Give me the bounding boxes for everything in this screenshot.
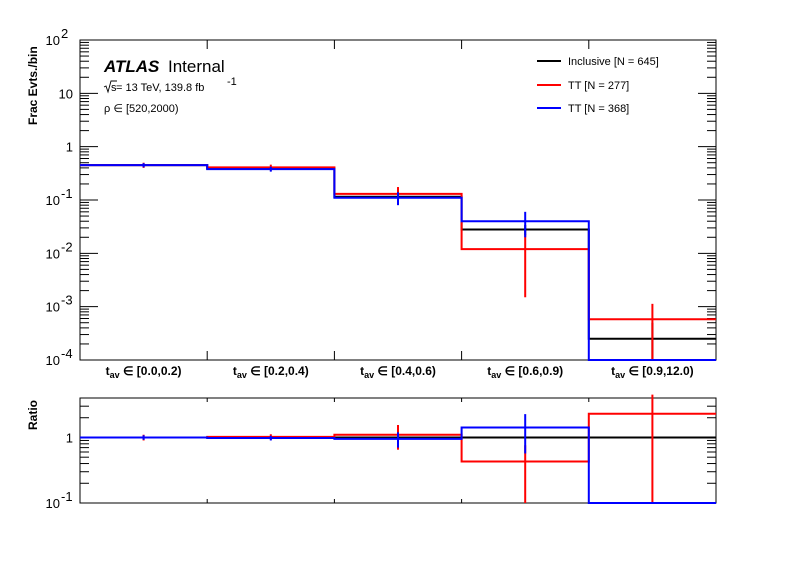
y-tick-label-exponent: -1 <box>61 489 73 504</box>
x-category-label: tav ∈ [0.4,0.6) <box>360 364 436 380</box>
y-tick-label: 1 <box>66 140 73 155</box>
y-tick-label-base: 10 <box>46 193 60 208</box>
y-tick-label-exponent: -4 <box>61 346 73 361</box>
y-tick-label: 10 -1 <box>46 489 73 511</box>
main-series-group <box>80 162 716 361</box>
y-tick-label-base: 1 <box>66 430 73 445</box>
main-y-axis-title: Frac Evts./bin <box>26 46 40 125</box>
energy-lumi-label: s = 13 TeV, 139.8 fb -1 <box>103 76 237 94</box>
x-category-labels: tav ∈ [0.0,0.2) tav ∈ [0.2,0.4) tav ∈ [0.4… <box>106 364 694 380</box>
ratio-y-axis-title: Ratio <box>26 400 40 430</box>
y-tick-label: 10 -4 <box>46 346 73 368</box>
ratio-series-1 <box>80 394 716 503</box>
y-tick-label: 10 -2 <box>46 239 73 261</box>
x-category-label: tav ∈ [0.2,0.4) <box>233 364 309 380</box>
energy-text: = 13 TeV, 139.8 fb <box>116 82 204 94</box>
y-tick-label: 1 <box>66 430 73 445</box>
main-y-axis-ticks <box>80 39 716 361</box>
ratio-plot-frame <box>79 397 717 504</box>
y-tick-label: 10 <box>59 86 73 101</box>
y-tick-label-base: 10 <box>59 86 73 101</box>
x-category-label: tav ∈ [0.9,12.0) <box>611 364 694 380</box>
y-tick-label-exponent: -2 <box>61 239 73 254</box>
legend-label-tt-277: TT [N = 277] <box>568 80 629 92</box>
y-tick-label-base: 10 <box>46 353 60 368</box>
ratio-series-2 <box>80 414 716 504</box>
y-tick-label-base: 10 <box>46 496 60 511</box>
y-tick-label-exponent: -3 <box>61 293 73 308</box>
legend-label-tt-368: TT [N = 368] <box>568 103 629 115</box>
sqrt-s-text: s <box>111 82 117 94</box>
y-tick-label-exponent: -1 <box>61 186 73 201</box>
x-category-label: tav ∈ [0.6,0.9) <box>487 364 563 380</box>
sqrt-symbol <box>103 80 117 94</box>
experiment-label: ATLAS <box>103 57 160 76</box>
lumi-exponent: -1 <box>227 76 237 88</box>
y-tick-label-base: 10 <box>46 246 60 261</box>
y-tick-label: 10 -1 <box>46 186 73 208</box>
y-tick-label: 10 -3 <box>46 293 73 315</box>
ratio-series-group <box>80 394 716 504</box>
y-tick-label: 10 2 <box>46 26 69 48</box>
y-tick-label-base: 1 <box>66 140 73 155</box>
status-label: Internal <box>168 57 225 76</box>
y-tick-label-base: 10 <box>46 33 60 48</box>
y-tick-label-base: 10 <box>46 300 60 315</box>
legend: Inclusive [N = 645] TT [N = 277] TT [N =… <box>537 56 659 115</box>
y-tick-label-exponent: 2 <box>61 26 68 41</box>
selection-label: ρ ∈ [520,2000) <box>104 103 179 115</box>
ratio-y-tick-labels: 10 -1 1 <box>46 430 73 511</box>
legend-label-inclusive: Inclusive [N = 645] <box>568 56 659 68</box>
main-series-2 <box>80 163 716 361</box>
x-category-label: tav ∈ [0.0,0.2) <box>106 364 182 380</box>
